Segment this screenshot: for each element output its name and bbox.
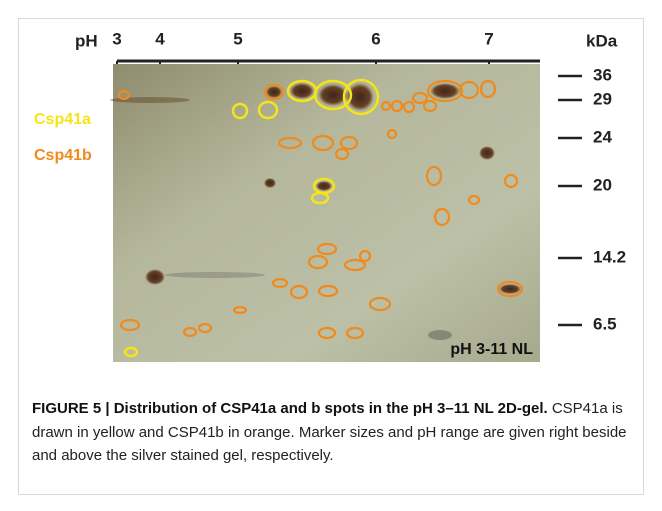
ph-tick-label: 7 [484,29,493,48]
legend-csp41a: Csp41a [34,111,91,128]
marker-label: 14.2 [593,247,626,266]
ph-label: pH [75,31,98,50]
ph-tick-label: 6 [371,29,380,48]
legend-csp41b: Csp41b [34,147,92,164]
ph-tick-label: 5 [233,29,242,48]
marker-label: 6.5 [593,314,617,333]
caption-title: FIGURE 5 | Distribution of CSP41a and b … [32,400,548,417]
marker-label: 20 [593,175,612,194]
ph-tick-label: 3 [112,29,121,48]
kda-label: kDa [586,31,618,50]
page: pH 3 4 5 6 7 kDa [0,0,662,511]
marker-label: 29 [593,89,612,108]
gel-label: pH 3-11 NL [450,341,533,358]
caption: FIGURE 5 | Distribution of CSP41a and b … [32,397,644,468]
ph-tick-label: 4 [155,29,165,48]
figure: pH 3 4 5 6 7 kDa [0,0,662,390]
marker-label: 36 [593,65,612,84]
marker-label: 24 [593,127,612,146]
